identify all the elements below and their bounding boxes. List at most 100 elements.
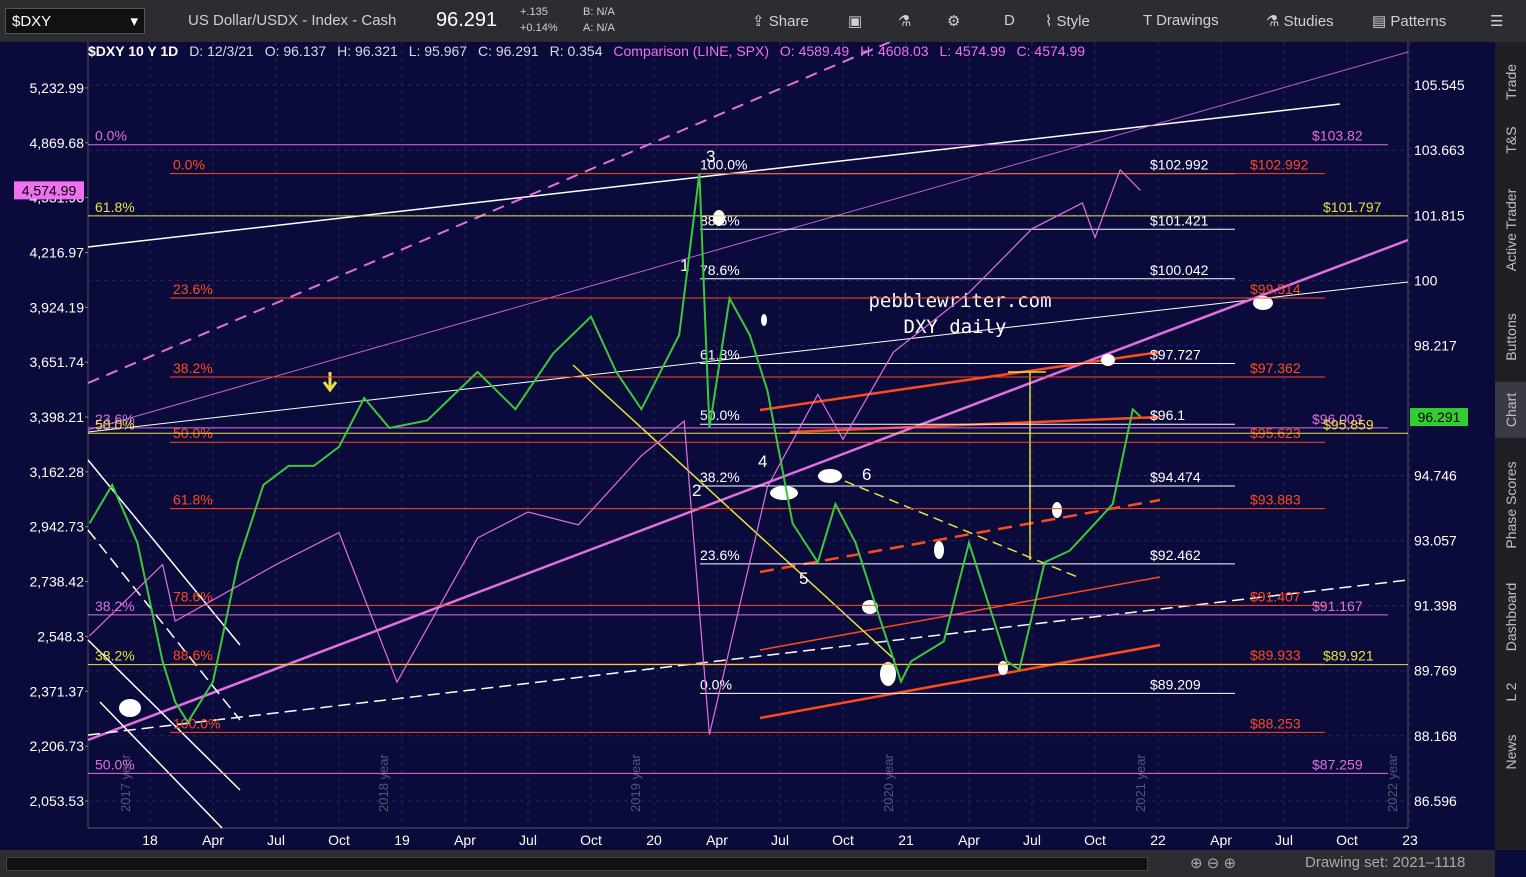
menu-button[interactable]: ☰ (1490, 13, 1504, 30)
y-tick-label: 103.663 (1414, 142, 1465, 158)
trendline (87, 529, 241, 721)
change: +.135 (520, 6, 548, 18)
button-label: Studies (1283, 13, 1334, 30)
x-tick-label: Jul (1023, 832, 1041, 848)
side-tab[interactable]: Chart (1495, 382, 1526, 438)
fib-price: $96.1 (1150, 407, 1185, 423)
trendline (87, 42, 891, 384)
price-tag-label: 4,574.99 (22, 182, 77, 198)
trendline (87, 281, 1409, 433)
trendline (87, 103, 1341, 248)
symbol-box[interactable]: $DXY ▾ (5, 8, 145, 34)
period-button[interactable]: D (1004, 12, 1015, 29)
ask: A: N/A (583, 22, 615, 34)
y-tick-label: 93.057 (1414, 533, 1457, 549)
fib-price: $93.883 (1250, 492, 1301, 508)
fib-pct: 23.6% (700, 547, 740, 563)
side-tab-label: Trade (1502, 63, 1519, 101)
icon-button[interactable]: ⚗ (898, 13, 912, 30)
side-tab[interactable]: T&S (1495, 120, 1526, 160)
x-tick-label: Oct (328, 832, 350, 848)
fib-price: $91.167 (1312, 598, 1363, 614)
button-label: Drawings (1156, 12, 1219, 29)
x-tick-label: 20 (646, 832, 662, 848)
trendline (759, 498, 1161, 574)
y2-tick-label: 3,398.21 (30, 409, 85, 425)
scroll-track[interactable] (6, 857, 1148, 871)
trendline (87, 579, 1409, 736)
header-field: L: 4574.99 (939, 43, 1006, 59)
wave-labels: 3 1 2 4 5 6 (680, 147, 871, 588)
x-tick-label: Apr (202, 832, 224, 848)
side-tab[interactable]: Phase Scores (1495, 449, 1526, 561)
icon-button[interactable]: ⚙ (947, 13, 961, 30)
trendline (87, 459, 241, 646)
fib-pct: 38.2% (173, 360, 213, 376)
year-label: 2021 year (1133, 754, 1148, 812)
patterns-button[interactable]: ▤ Patterns (1372, 13, 1447, 30)
dropdown-icon[interactable]: ▾ (130, 13, 138, 30)
fib-pct: 0.0% (95, 128, 127, 144)
trendline (759, 576, 1161, 651)
fib-price: $103.82 (1312, 128, 1363, 144)
fib-price: $89.921 (1323, 648, 1374, 664)
drawings (87, 42, 1409, 829)
studies-button[interactable]: ⚗ Studies (1266, 13, 1334, 30)
fib-pct: 61.8% (173, 492, 213, 508)
y2-tick-label: 2,371.37 (30, 683, 85, 699)
style-button[interactable]: ⌇ Style (1045, 13, 1090, 30)
fib-pct: 23.6% (173, 281, 213, 297)
fib-price: $88.253 (1250, 715, 1301, 731)
description: US Dollar/USDX - Index - Cash (188, 12, 397, 29)
y-tick-label: 94.746 (1414, 468, 1457, 484)
scrollbar: ⊕ ⊖ ⊕ Drawing set: 2021–1118 (0, 850, 1495, 877)
side-tab-label: News (1502, 734, 1519, 770)
x-tick-label: 19 (394, 832, 410, 848)
arrow (322, 372, 338, 393)
x-tick-label: Jul (1275, 832, 1293, 848)
trendline (572, 364, 896, 661)
drawings-button[interactable]: T Drawings (1143, 12, 1219, 29)
y2-tick-label: 2,548.3 (37, 628, 84, 644)
share-button[interactable]: ⇪ Share (752, 13, 809, 30)
fib-price: $101.421 (1150, 212, 1209, 228)
fib-price: $97.727 (1150, 346, 1201, 362)
side-tab-label: Buttons (1502, 313, 1519, 361)
fib-price: $95.859 (1323, 416, 1374, 432)
fib-pct: 100.0% (700, 157, 747, 173)
year-label: 2019 year (628, 754, 643, 812)
zoom-icons[interactable]: ⊕ ⊖ ⊕ (1190, 855, 1237, 872)
year-label: 2018 year (376, 754, 391, 812)
fib-price: $92.462 (1150, 547, 1201, 563)
x-tick-label: Oct (832, 832, 854, 848)
trendline (759, 643, 1161, 720)
side-tab[interactable]: Active Trader (1495, 170, 1526, 290)
side-tab-label: Phase Scores (1502, 461, 1519, 549)
fib-price: $99.514 (1250, 281, 1301, 297)
wave-label: 2 (692, 481, 701, 500)
y-tick-label: 101.815 (1414, 207, 1465, 223)
y2-tick-label: 3,162.28 (30, 464, 85, 480)
header-field: Comparison (LINE, SPX) (613, 43, 770, 59)
icon-button[interactable]: ▣ (848, 13, 863, 30)
fib-price: $101.797 (1323, 199, 1382, 215)
side-tab[interactable]: L 2 (1495, 672, 1526, 712)
y2-tick-label: 5,232.99 (30, 80, 85, 96)
fib-pct: 50.0% (95, 756, 135, 772)
header-field: O: 4589.49 (779, 43, 850, 59)
side-tab[interactable]: Buttons (1495, 301, 1526, 373)
symbol: $DXY (12, 13, 52, 30)
y2-tick-label: 3,651.74 (30, 354, 85, 370)
y2-tick-label: 4,869.68 (30, 135, 85, 151)
fib-price: $94.474 (1150, 469, 1201, 485)
wave-label: 5 (799, 569, 808, 588)
x-tick-label: Apr (958, 832, 980, 848)
y-tick-label: 105.545 (1414, 77, 1465, 93)
side-tab[interactable]: Trade (1495, 54, 1526, 110)
fib-pct: 0.0% (173, 157, 205, 173)
side-tab-label: L 2 (1502, 682, 1519, 702)
wave-label: 4 (758, 452, 767, 471)
side-tab[interactable]: News (1495, 728, 1526, 776)
side-tab[interactable]: Dashboard (1495, 573, 1526, 661)
